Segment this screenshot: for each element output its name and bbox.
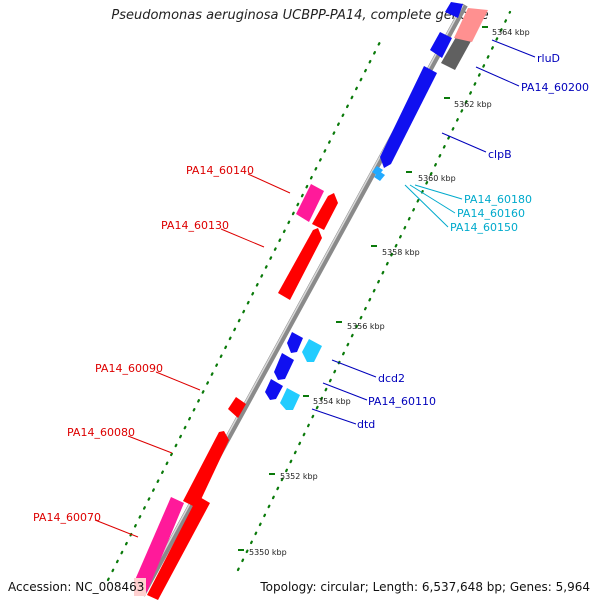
gene-label: PA14_60070	[33, 511, 101, 524]
outer-right-dots	[236, 10, 512, 572]
gene-label: PA14_60140	[186, 164, 254, 177]
gene-arrow	[430, 32, 452, 58]
gene-arrow	[372, 166, 383, 176]
gene-label: PA14_60130	[161, 219, 229, 232]
leader-line	[475, 66, 520, 87]
leader-line	[441, 132, 487, 153]
gene-label: clpB	[488, 148, 512, 161]
gene-arrow	[287, 332, 303, 353]
leader-line	[331, 359, 377, 378]
leader-line	[322, 382, 368, 401]
outer-left-dots	[106, 36, 384, 582]
leader-line	[247, 173, 291, 194]
gene-arrow	[374, 171, 385, 181]
gene-arrow	[228, 397, 246, 418]
gene-label: dcd2	[378, 372, 405, 385]
gene-arrow	[380, 66, 437, 168]
gene-label: PA14_60090	[95, 362, 163, 375]
leader-line	[409, 184, 456, 214]
gene-arrow	[278, 228, 322, 300]
leader-line	[127, 435, 173, 454]
leader-line	[155, 371, 201, 391]
gene-label: PA14_60110	[368, 395, 436, 408]
gene-arrow	[312, 193, 338, 230]
gene-arrow	[280, 388, 300, 410]
leader-line	[94, 519, 139, 538]
tick-label: 5354 kbp	[313, 397, 351, 406]
gene-arrow	[274, 353, 294, 380]
gene-arrow	[454, 8, 488, 42]
gene-arrow	[296, 184, 324, 222]
gene-arrow	[135, 497, 184, 592]
tick-label: 5356 kbp	[347, 322, 385, 331]
reverse-strand-genes	[265, 2, 463, 410]
gene-label: PA14_60080	[67, 426, 135, 439]
map-title: Pseudomonas aeruginosa UCBPP-PA14, compl…	[111, 8, 489, 23]
leader-line	[491, 39, 536, 58]
tick-label: 5350 kbp	[249, 548, 287, 557]
genome-summary-text: Topology: circular; Length: 6,537,648 bp…	[260, 580, 590, 594]
tick-label: 5358 kbp	[382, 248, 420, 257]
forward-strand-genes	[134, 8, 488, 600]
gene-label: PA14_60180	[464, 193, 532, 206]
leader-line	[404, 184, 449, 228]
gene-arrow	[302, 339, 322, 362]
tick-label: 5364 kbp	[492, 28, 530, 37]
gene-block-faded	[134, 578, 146, 596]
leader-lines	[94, 39, 536, 538]
gene-label: PA14_60150	[450, 221, 518, 234]
gene-label: rluD	[537, 52, 560, 65]
accession-text: Accession: NC_008463	[8, 580, 145, 594]
gene-label: PA14_60200	[521, 81, 589, 94]
tick-label: 5362 kbp	[454, 100, 492, 109]
leader-line	[414, 184, 463, 200]
gene-label: PA14_60160	[457, 207, 525, 220]
leader-line	[220, 228, 265, 248]
gene-arrow	[183, 431, 229, 508]
gene-arrow	[445, 2, 463, 18]
gene-arrow	[147, 496, 210, 600]
gene-arrow	[265, 379, 283, 400]
tick-label: 5360 kbp	[418, 174, 456, 183]
tick-label: 5352 kbp	[280, 472, 318, 481]
gene-labels: PA14_60070 PA14_60080 PA14_60090 PA14_60…	[33, 52, 589, 524]
ticks: 5350 kbp 5352 kbp 5354 kbp 5356 kbp 5358…	[238, 26, 530, 557]
leader-line	[311, 408, 357, 425]
gene-label: dtd	[357, 418, 375, 431]
